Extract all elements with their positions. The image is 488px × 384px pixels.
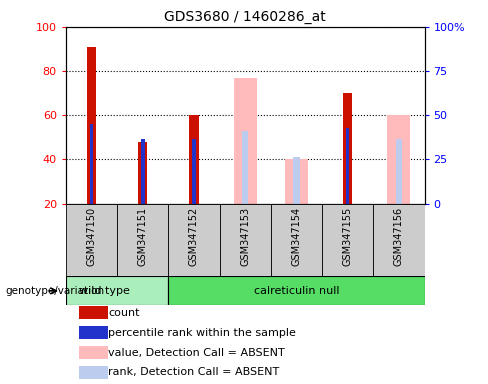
Text: calreticulin null: calreticulin null [254, 286, 339, 296]
Text: count: count [108, 308, 140, 318]
Text: GSM347151: GSM347151 [138, 207, 148, 266]
Bar [242, 131, 248, 204]
Bar [168, 204, 220, 276]
Bar [189, 115, 199, 204]
Bar [138, 142, 147, 204]
Bar [293, 157, 300, 204]
Bar [234, 78, 257, 204]
Text: GSM347150: GSM347150 [86, 207, 97, 266]
Bar [271, 204, 322, 276]
Bar [66, 276, 168, 305]
Title: GDS3680 / 1460286_at: GDS3680 / 1460286_at [164, 10, 326, 25]
Bar [79, 326, 108, 339]
Text: rank, Detection Call = ABSENT: rank, Detection Call = ABSENT [108, 367, 279, 377]
Text: GSM347154: GSM347154 [291, 207, 302, 266]
Bar [396, 139, 402, 204]
Bar [117, 204, 168, 276]
Bar [87, 47, 96, 204]
Bar [168, 276, 425, 305]
Text: GSM347153: GSM347153 [240, 207, 250, 266]
Bar [322, 204, 373, 276]
Bar [220, 204, 271, 276]
Text: GSM347152: GSM347152 [189, 207, 199, 266]
Bar [285, 159, 308, 204]
Text: GSM347155: GSM347155 [343, 207, 353, 266]
Bar [192, 139, 196, 204]
Bar [66, 204, 117, 276]
Bar [387, 115, 410, 204]
Bar [79, 306, 108, 319]
Bar [373, 204, 425, 276]
Text: genotype/variation: genotype/variation [5, 286, 104, 296]
Text: wild type: wild type [79, 286, 130, 296]
Bar [79, 366, 108, 379]
Bar [141, 139, 144, 204]
Text: percentile rank within the sample: percentile rank within the sample [108, 328, 296, 338]
Bar [79, 346, 108, 359]
Bar [90, 124, 93, 204]
Text: value, Detection Call = ABSENT: value, Detection Call = ABSENT [108, 348, 285, 358]
Bar [343, 93, 352, 204]
Bar [346, 128, 349, 204]
Text: GSM347156: GSM347156 [394, 207, 404, 266]
